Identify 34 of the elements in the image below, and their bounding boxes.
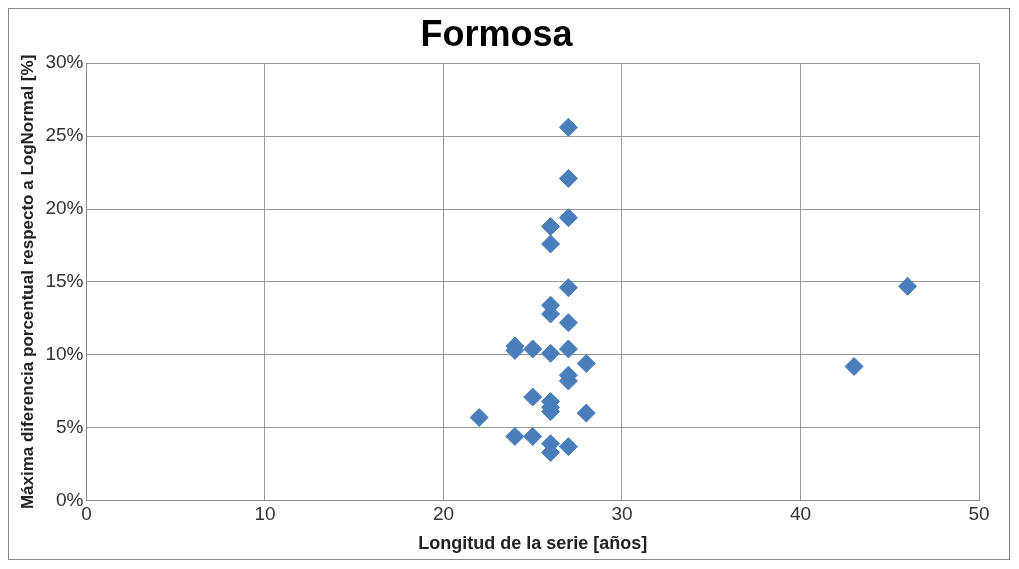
y-tick-label: 0% bbox=[55, 488, 84, 510]
point bbox=[523, 426, 543, 446]
point bbox=[558, 278, 578, 298]
point bbox=[898, 276, 918, 296]
point bbox=[558, 313, 578, 333]
y-tick-label: 10% bbox=[45, 343, 84, 365]
x-tick-label: 20 bbox=[432, 503, 455, 525]
chart-title: Formosa bbox=[420, 12, 574, 54]
point bbox=[576, 354, 596, 374]
y-tick-label: 30% bbox=[45, 51, 84, 73]
point bbox=[505, 426, 525, 446]
x-axis-title: Longitud de la serie [años] bbox=[418, 533, 648, 554]
point bbox=[523, 387, 543, 407]
point bbox=[576, 403, 596, 423]
y-tick-label: 5% bbox=[55, 415, 84, 437]
point bbox=[844, 356, 864, 376]
point bbox=[558, 208, 578, 228]
point bbox=[558, 168, 578, 188]
x-tick-label: 30 bbox=[611, 503, 633, 525]
y-tick-label: 15% bbox=[45, 270, 84, 292]
point bbox=[541, 217, 561, 236]
point bbox=[558, 339, 578, 359]
point bbox=[558, 117, 578, 137]
point bbox=[523, 339, 543, 359]
x-tick-label: 50 bbox=[968, 503, 990, 525]
y-tick-label: 25% bbox=[45, 124, 84, 146]
point bbox=[541, 234, 561, 254]
point bbox=[558, 437, 578, 457]
y-axis-title: Máxima diferencia porcentual respecto a LogNormal [%] bbox=[17, 54, 37, 510]
point bbox=[469, 407, 489, 427]
x-tick-label: 40 bbox=[789, 503, 812, 525]
y-tick-label: 20% bbox=[45, 197, 84, 219]
point bbox=[541, 343, 561, 363]
x-tick-label: 10 bbox=[254, 503, 276, 525]
